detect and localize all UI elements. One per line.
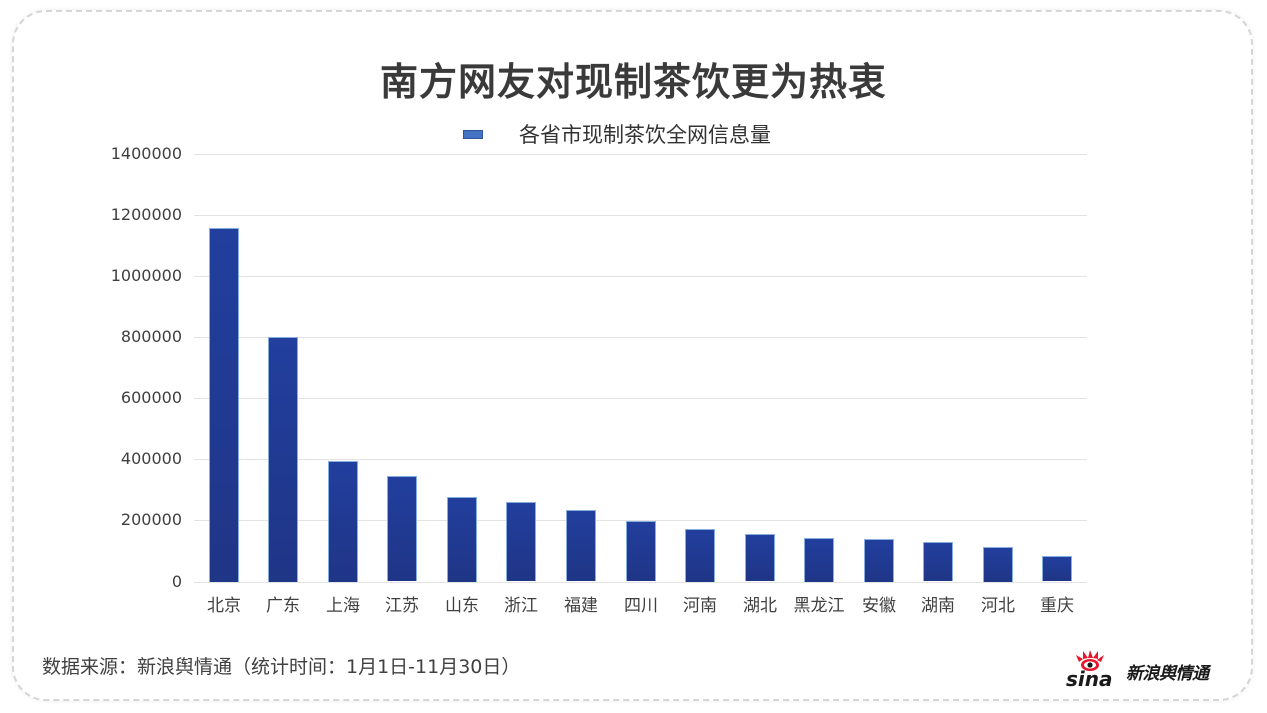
x-tick-label: 上海 [326,596,360,616]
bar-北京[interactable] [209,228,239,582]
bar-浙江[interactable] [506,502,536,581]
bar-山东[interactable] [447,497,477,582]
x-tick-label: 重庆 [1040,596,1074,616]
gridline [194,276,1087,277]
svg-text:sina: sina [1066,667,1113,688]
x-tick-label: 河北 [981,596,1015,616]
gridline [194,337,1087,338]
gridline [194,215,1087,216]
x-tick-label: 北京 [207,596,241,616]
logo-text: 新浪舆情通 [1126,664,1209,684]
y-tick-label: 200000 [120,510,182,529]
bar-河南[interactable] [685,529,715,582]
y-tick-label: 800000 [120,327,182,346]
bar-上海[interactable] [328,461,358,582]
x-tick-label: 广东 [266,596,300,616]
bar-河北[interactable] [983,547,1013,582]
y-tick-label: 0 [171,572,182,591]
y-tick-label: 1000000 [110,266,182,285]
bar-广东[interactable] [268,337,298,582]
bar-重庆[interactable] [1042,556,1072,581]
gridline [194,154,1087,155]
x-tick-label: 河南 [683,596,717,616]
chart-title: 南方网友对现制茶饮更为热衷 [379,60,887,104]
bar-黑龙江[interactable] [804,538,834,582]
bar-湖北[interactable] [745,534,775,581]
bar-湖南[interactable] [923,542,953,581]
y-tick-label: 1400000 [110,144,182,163]
x-tick-label: 黑龙江 [793,596,845,616]
x-tick-label: 浙江 [504,596,538,616]
x-tick-label: 湖北 [743,596,777,616]
y-tick-label: 400000 [120,449,182,468]
x-tick-label: 山东 [445,596,479,616]
data-source-note: 数据来源：新浪舆情通（统计时间：1月1日-11月30日） [42,656,521,678]
legend-label: 各省市现制茶饮全网信息量 [519,123,771,147]
sina-eye-logo-icon: sina [1066,650,1113,691]
y-tick-label: 1200000 [110,205,182,224]
bar-福建[interactable] [566,510,596,581]
x-tick-label: 四川 [624,596,658,616]
gridline [194,398,1087,399]
gridline [194,459,1087,460]
bar-江苏[interactable] [387,476,417,581]
y-tick-label: 600000 [120,388,182,407]
x-tick-label: 湖南 [921,596,955,616]
bar-安徽[interactable] [864,539,894,582]
sina-logo: sina 新浪舆情通 [1066,648,1226,691]
x-tick-label: 江苏 [385,596,419,616]
gridline [194,582,1087,583]
bar-四川[interactable] [626,521,656,581]
legend-swatch-icon [463,130,483,139]
x-tick-label: 福建 [564,596,598,616]
gridline [194,520,1087,521]
x-tick-label: 安徽 [862,596,896,616]
chart-legend: 各省市现制茶饮全网信息量 [0,120,1267,150]
